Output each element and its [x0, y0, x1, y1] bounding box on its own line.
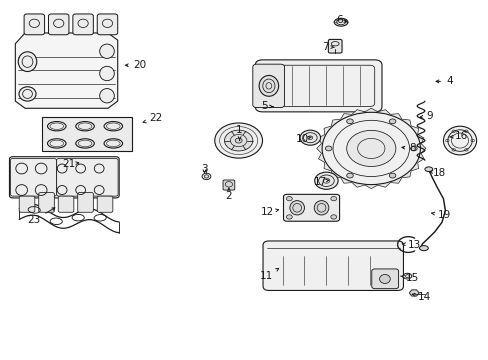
Text: 8: 8 — [401, 143, 415, 153]
Ellipse shape — [322, 112, 420, 185]
Text: 15: 15 — [400, 273, 419, 283]
Text: 22: 22 — [143, 113, 162, 123]
Ellipse shape — [100, 44, 114, 58]
Text: 14: 14 — [411, 292, 430, 302]
Ellipse shape — [286, 215, 292, 219]
Text: 21: 21 — [62, 159, 79, 169]
FancyBboxPatch shape — [263, 241, 403, 291]
FancyBboxPatch shape — [10, 158, 57, 196]
Text: 19: 19 — [431, 210, 450, 220]
FancyBboxPatch shape — [24, 14, 44, 35]
FancyBboxPatch shape — [97, 14, 118, 35]
Ellipse shape — [410, 146, 416, 151]
Text: 13: 13 — [401, 240, 420, 250]
FancyBboxPatch shape — [78, 193, 93, 212]
Text: 12: 12 — [261, 207, 278, 217]
FancyBboxPatch shape — [57, 158, 118, 196]
Ellipse shape — [314, 201, 328, 215]
FancyBboxPatch shape — [19, 196, 35, 212]
Ellipse shape — [19, 87, 36, 101]
Ellipse shape — [333, 18, 347, 26]
FancyBboxPatch shape — [252, 64, 284, 108]
Ellipse shape — [330, 215, 336, 219]
Text: 7: 7 — [322, 42, 334, 51]
Ellipse shape — [18, 52, 37, 72]
FancyBboxPatch shape — [73, 14, 93, 35]
Ellipse shape — [388, 173, 395, 178]
Ellipse shape — [289, 201, 304, 215]
Ellipse shape — [314, 172, 337, 189]
Text: 23: 23 — [27, 208, 55, 225]
Ellipse shape — [346, 119, 352, 124]
Text: 5: 5 — [260, 102, 272, 112]
Ellipse shape — [100, 66, 114, 81]
Ellipse shape — [214, 123, 262, 158]
Text: 16: 16 — [448, 131, 467, 141]
FancyBboxPatch shape — [328, 40, 341, 53]
FancyBboxPatch shape — [58, 196, 74, 212]
FancyBboxPatch shape — [9, 157, 119, 198]
Ellipse shape — [388, 119, 395, 124]
Polygon shape — [316, 108, 425, 189]
Text: 3: 3 — [201, 164, 207, 174]
Text: 20: 20 — [125, 60, 146, 70]
Text: 1: 1 — [236, 125, 243, 140]
Ellipse shape — [379, 274, 389, 283]
Text: 17: 17 — [313, 177, 329, 187]
Ellipse shape — [346, 130, 395, 167]
Polygon shape — [408, 290, 418, 296]
Text: 10: 10 — [295, 134, 311, 144]
FancyBboxPatch shape — [255, 60, 381, 112]
FancyBboxPatch shape — [97, 196, 113, 212]
Ellipse shape — [286, 197, 292, 201]
Text: 2: 2 — [225, 188, 232, 201]
Ellipse shape — [224, 130, 252, 151]
Ellipse shape — [402, 273, 411, 279]
Polygon shape — [15, 33, 118, 108]
Ellipse shape — [325, 146, 331, 151]
Text: 11: 11 — [259, 269, 278, 281]
Ellipse shape — [424, 167, 432, 172]
Ellipse shape — [202, 173, 210, 180]
Ellipse shape — [300, 130, 320, 145]
FancyBboxPatch shape — [283, 194, 339, 221]
Bar — [42, 117, 132, 151]
Text: 6: 6 — [336, 15, 346, 26]
Text: 9: 9 — [419, 111, 432, 121]
Ellipse shape — [419, 246, 427, 251]
Ellipse shape — [330, 197, 336, 201]
Ellipse shape — [346, 173, 352, 178]
FancyBboxPatch shape — [223, 180, 234, 190]
Ellipse shape — [259, 76, 278, 96]
Ellipse shape — [235, 138, 242, 143]
FancyBboxPatch shape — [48, 14, 69, 35]
Ellipse shape — [443, 126, 476, 155]
Text: 4: 4 — [435, 76, 452, 86]
FancyBboxPatch shape — [371, 269, 398, 289]
Ellipse shape — [100, 89, 114, 103]
Text: 18: 18 — [429, 168, 445, 178]
FancyBboxPatch shape — [39, 193, 54, 212]
